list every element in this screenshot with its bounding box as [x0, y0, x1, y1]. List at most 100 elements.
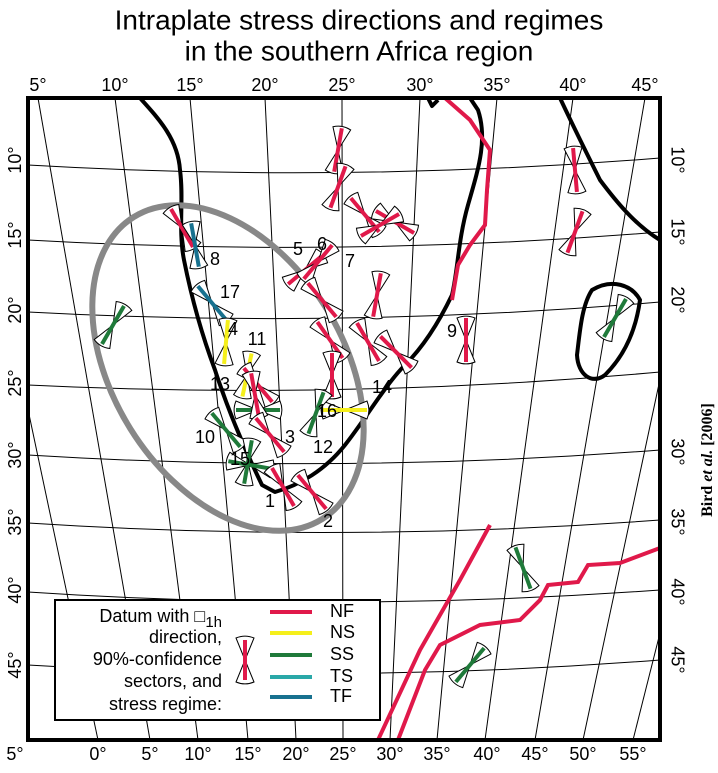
- stress-bar: [454, 646, 486, 684]
- longitude-label: 45°: [631, 75, 658, 95]
- site-label: 9: [447, 321, 457, 341]
- latitude-label: 25°: [5, 369, 25, 396]
- site-label: 6: [317, 234, 327, 254]
- stress-bar: [270, 466, 296, 508]
- stress-symbol: [233, 400, 283, 420]
- stress-symbol: [93, 300, 133, 350]
- latitude-label: 45°: [5, 651, 25, 678]
- latitude-label: 20°: [667, 286, 687, 313]
- parallel: [28, 371, 660, 391]
- title: Intraplate stress directions and regimes: [115, 4, 604, 35]
- stress-symbol: [456, 315, 476, 365]
- latitude-label: 30°: [667, 438, 687, 465]
- site-label: 2: [323, 511, 333, 531]
- stress-symbol: [235, 635, 255, 685]
- stress-bar: [602, 297, 628, 339]
- longitude-label: 15°: [176, 75, 203, 95]
- stress-bar: [306, 391, 326, 435]
- stress-bar: [513, 546, 533, 590]
- longitude-label: 5°: [141, 744, 158, 764]
- stress-symbol: [234, 437, 262, 487]
- stress-bar: [359, 212, 401, 238]
- longitude-label: 55°: [619, 744, 646, 764]
- legend-regime: TS: [330, 666, 353, 686]
- stress-symbol: [563, 145, 587, 195]
- stress-symbol: [300, 276, 344, 324]
- stress-symbol: [373, 329, 419, 375]
- latitude-label: 10°: [667, 146, 687, 173]
- stress-bar: [100, 304, 126, 346]
- stress-bar: [379, 335, 413, 369]
- stress-bar: [227, 459, 273, 471]
- site-label: 1: [265, 491, 275, 511]
- meridian: [484, 98, 574, 740]
- stress-symbol: [290, 468, 334, 516]
- site-label: 10: [195, 427, 215, 447]
- map-body: [28, 98, 660, 740]
- longitude-label: 35°: [423, 744, 450, 764]
- parallel: [28, 449, 660, 465]
- site-label: 12: [313, 437, 333, 457]
- legend-regime: NF: [330, 601, 354, 621]
- stress-bar: [242, 439, 254, 485]
- site-label: 17: [220, 282, 240, 302]
- stress-bar: [371, 272, 383, 318]
- legend-regime: TF: [330, 686, 352, 706]
- legend-regime: SS: [330, 644, 354, 664]
- stress-bar: [254, 416, 286, 454]
- longitude-label: 10°: [101, 75, 128, 95]
- credit-part: [2006]: [699, 403, 716, 450]
- site-label: 7: [345, 251, 355, 271]
- site-label: 4: [228, 319, 238, 339]
- labels: 5° 10° 15° 20° 25° 30° 35° 40° 45° 5° 0° 5° 10° 15° 20…: [5, 75, 688, 764]
- stress-bar: [571, 147, 579, 193]
- legend-text: Datum with □1h: [99, 606, 222, 631]
- longitude-label: 40°: [559, 75, 586, 95]
- stress-symbol: [506, 543, 540, 593]
- meridian: [582, 376, 660, 740]
- stress-bar: [222, 319, 230, 365]
- latitude-label: 35°: [667, 508, 687, 535]
- ellipse: [89, 202, 367, 534]
- stress-bar: [565, 210, 585, 254]
- stress-symbol: [214, 317, 238, 367]
- legend-regime: NS: [330, 622, 355, 642]
- stress-symbol: [595, 293, 635, 343]
- latitude-label: 45°: [667, 646, 687, 673]
- latitude-label: 40°: [667, 578, 687, 605]
- legend-text: direction,: [149, 627, 222, 647]
- legend-text: 90%-confidence: [93, 649, 222, 669]
- stress-bar: [169, 207, 195, 249]
- title: in the southern Africa region: [185, 35, 534, 66]
- meridian: [389, 98, 421, 740]
- longitude-label: 35°: [483, 75, 510, 95]
- stress-symbol: [558, 207, 592, 257]
- credit-part: et al.: [699, 450, 716, 482]
- latitude-label: 40°: [5, 576, 25, 603]
- site-label: 13: [210, 374, 230, 394]
- stress-symbol: [299, 388, 333, 438]
- site-label: 11: [248, 329, 267, 349]
- meridian: [534, 98, 646, 740]
- stress-bar: [249, 372, 261, 418]
- legend-text-part: 1h: [205, 614, 222, 631]
- stress-symbol: [348, 317, 388, 367]
- longitude-label: 10°: [184, 744, 211, 764]
- site-label: 16: [317, 401, 337, 421]
- stress-bar: [332, 127, 344, 173]
- stress-symbol: [321, 162, 355, 212]
- legend-content: Datum with □1hdirection,90%-confidencese…: [93, 601, 355, 714]
- stress-symbol: [355, 205, 405, 245]
- longitude-label: 30°: [376, 744, 403, 764]
- site-label: 5: [293, 239, 303, 259]
- longitude-label: 5°: [29, 75, 46, 95]
- latitude-label: 15°: [667, 218, 687, 245]
- longitude-label: 5°: [6, 744, 23, 764]
- stress-symbols: [93, 125, 635, 689]
- credit-part: Bird: [699, 482, 716, 517]
- legend-text: stress regime:: [109, 694, 222, 714]
- latitude-label: 20°: [5, 296, 25, 323]
- stress-bar: [210, 411, 242, 449]
- legend-box: [54, 599, 381, 721]
